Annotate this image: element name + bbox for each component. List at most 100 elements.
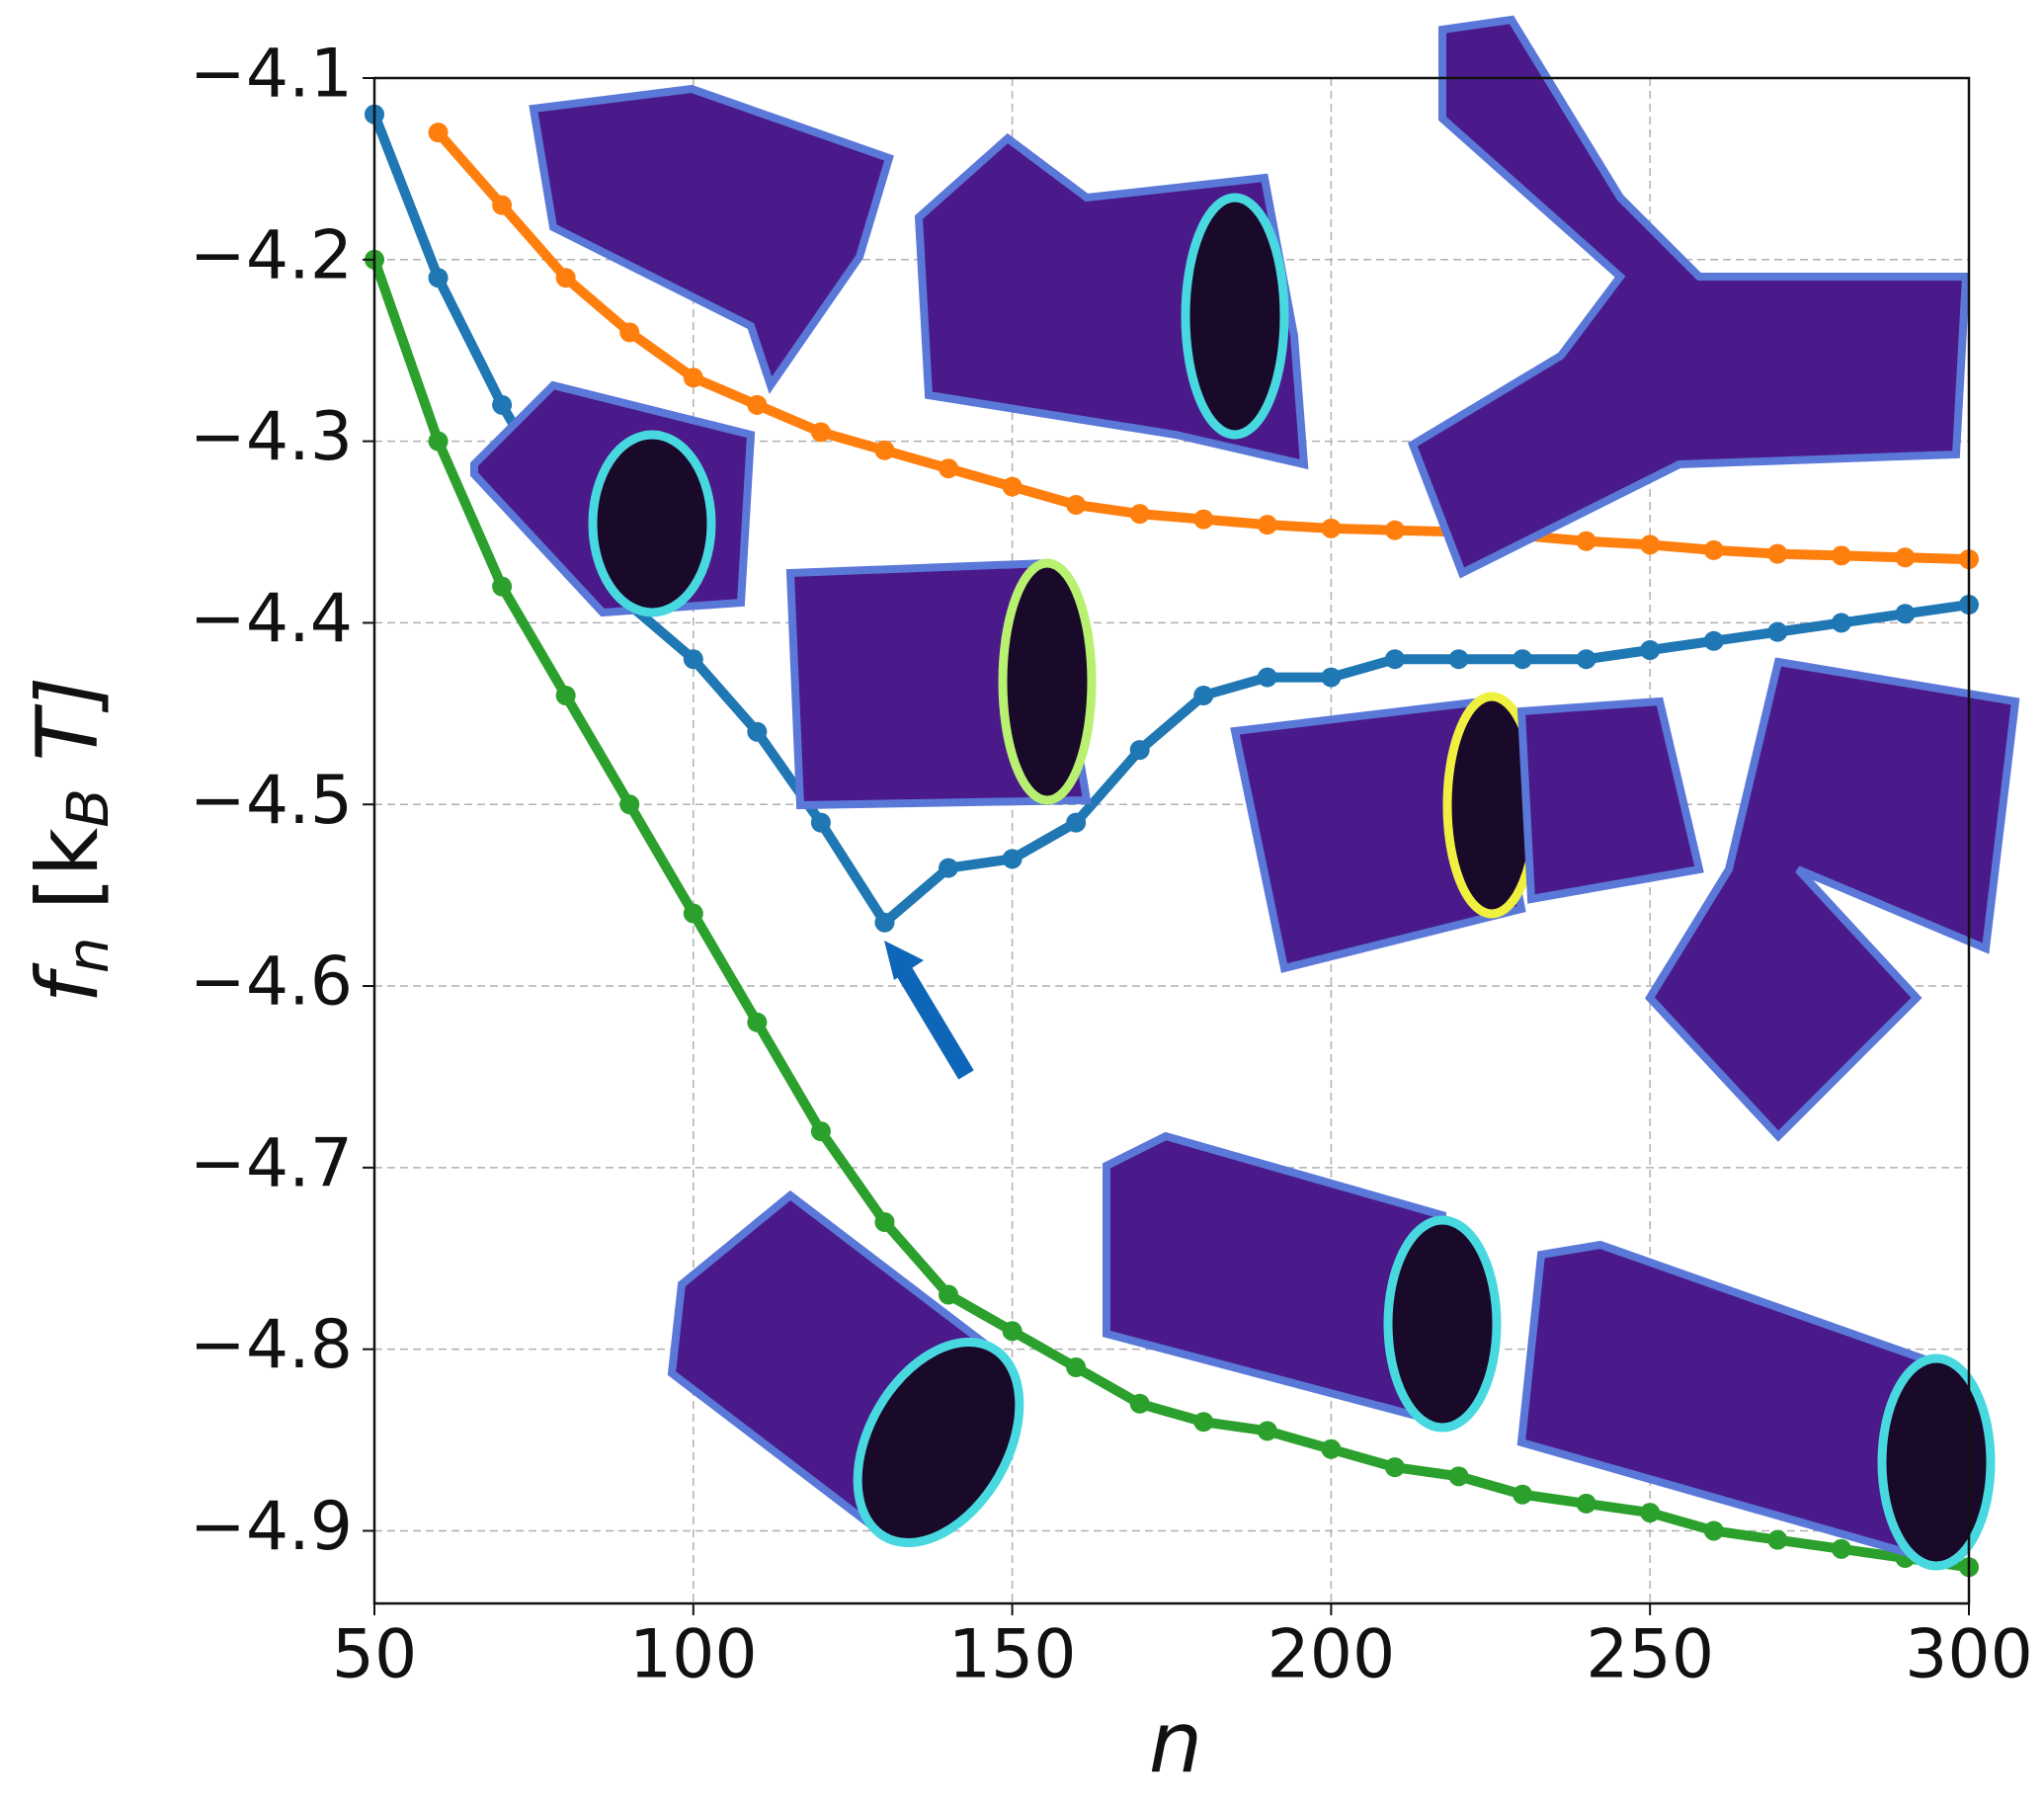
y-tick-label: −4.3 — [190, 398, 353, 476]
data-point — [1193, 1412, 1214, 1433]
y-tick-label: −4.7 — [190, 1124, 353, 1202]
data-point — [428, 431, 449, 451]
x-tick-label: 150 — [948, 1616, 1077, 1694]
data-point — [1767, 1529, 1788, 1550]
inset — [667, 1190, 1024, 1547]
arrowhead — [884, 941, 924, 980]
x-axis-label: n — [1149, 1693, 1203, 1792]
data-point — [1831, 545, 1851, 566]
data-point — [492, 195, 513, 215]
data-point — [747, 394, 768, 415]
data-point — [428, 268, 449, 288]
inset — [470, 380, 756, 617]
data-point — [1640, 1503, 1661, 1523]
data-point — [939, 1284, 959, 1305]
inset — [785, 558, 1097, 810]
y-tick-label: −4.2 — [190, 216, 353, 294]
data-point — [810, 422, 831, 443]
data-point — [939, 458, 959, 479]
data-point — [1703, 539, 1724, 560]
data-point — [1066, 812, 1087, 833]
y-axis-label: fn [kB T] — [19, 677, 122, 1004]
data-point — [1448, 649, 1469, 670]
data-point — [1448, 1466, 1469, 1487]
inset — [1230, 692, 1541, 973]
data-point — [1384, 520, 1405, 540]
data-point — [1384, 1457, 1405, 1478]
data-point — [683, 903, 703, 924]
data-point — [1002, 849, 1022, 869]
x-tick-label: 200 — [1267, 1616, 1396, 1694]
data-point — [747, 1012, 768, 1032]
data-point — [1576, 649, 1596, 670]
inset — [1103, 1131, 1502, 1433]
y-tick-label: −4.9 — [190, 1488, 353, 1566]
inset — [1516, 1240, 1996, 1571]
data-point — [1066, 494, 1087, 515]
data-point — [1193, 685, 1214, 705]
data-point — [1257, 1421, 1277, 1441]
x-tick-label: 250 — [1586, 1616, 1714, 1694]
data-point — [1831, 613, 1851, 633]
data-point — [492, 394, 513, 415]
data-point — [1895, 604, 1916, 624]
x-tick-label: 100 — [629, 1616, 758, 1694]
x-tick-label: 50 — [332, 1616, 418, 1694]
data-point — [683, 368, 703, 388]
arrow — [893, 961, 974, 1080]
data-point — [810, 812, 831, 833]
data-point — [1002, 1321, 1022, 1342]
x-tick-label: 300 — [1905, 1616, 2033, 1694]
data-point — [1384, 649, 1405, 670]
data-point — [428, 123, 449, 143]
data-point — [1257, 515, 1277, 535]
data-point — [1129, 504, 1150, 525]
y-tick-label: −4.8 — [190, 1306, 353, 1384]
data-point — [619, 322, 640, 343]
data-point — [1703, 630, 1724, 651]
data-point — [1640, 640, 1661, 660]
data-point — [1129, 740, 1150, 761]
data-point — [810, 1121, 831, 1142]
y-tick-label: −4.5 — [190, 762, 353, 840]
data-point — [1066, 1357, 1087, 1378]
series-line — [369, 258, 1970, 1573]
data-point — [1895, 547, 1916, 568]
data-point — [555, 268, 576, 288]
data-point — [1321, 1438, 1342, 1459]
data-point — [1576, 531, 1596, 551]
data-point — [619, 794, 640, 815]
data-point — [1576, 1493, 1596, 1514]
axes: −4.1 −4.2 −4.3 −4.4 −4.5 −4.6 −4.7 −4.8 −4.9 50 10… — [190, 36, 2033, 1694]
data-point — [939, 858, 959, 878]
data-point — [1640, 534, 1661, 555]
data-point — [1321, 667, 1342, 688]
data-point — [1513, 649, 1533, 670]
inset — [1516, 697, 1704, 904]
inset — [914, 132, 1309, 470]
inset — [529, 84, 894, 394]
inset — [1644, 657, 2020, 1142]
data-point — [874, 1212, 895, 1232]
data-point — [874, 440, 895, 460]
data-point — [1321, 518, 1342, 538]
data-point — [874, 912, 895, 933]
data-point — [555, 685, 576, 705]
data-point — [747, 721, 768, 742]
y-tick-label: −4.6 — [190, 944, 353, 1022]
data-point — [492, 576, 513, 597]
mesh-insets — [470, 15, 2020, 1571]
data-point — [1831, 1538, 1851, 1559]
y-tick-label: −4.1 — [190, 36, 353, 114]
data-point — [683, 649, 703, 670]
data-point — [1002, 476, 1022, 497]
data-point — [1703, 1520, 1724, 1541]
y-tick-label: −4.4 — [190, 580, 353, 658]
data-point — [1257, 667, 1277, 688]
data-point — [1193, 509, 1214, 530]
data-point — [1129, 1393, 1150, 1414]
data-point — [1767, 621, 1788, 642]
data-point — [1513, 1484, 1533, 1505]
axes-frame — [372, 76, 1971, 1605]
